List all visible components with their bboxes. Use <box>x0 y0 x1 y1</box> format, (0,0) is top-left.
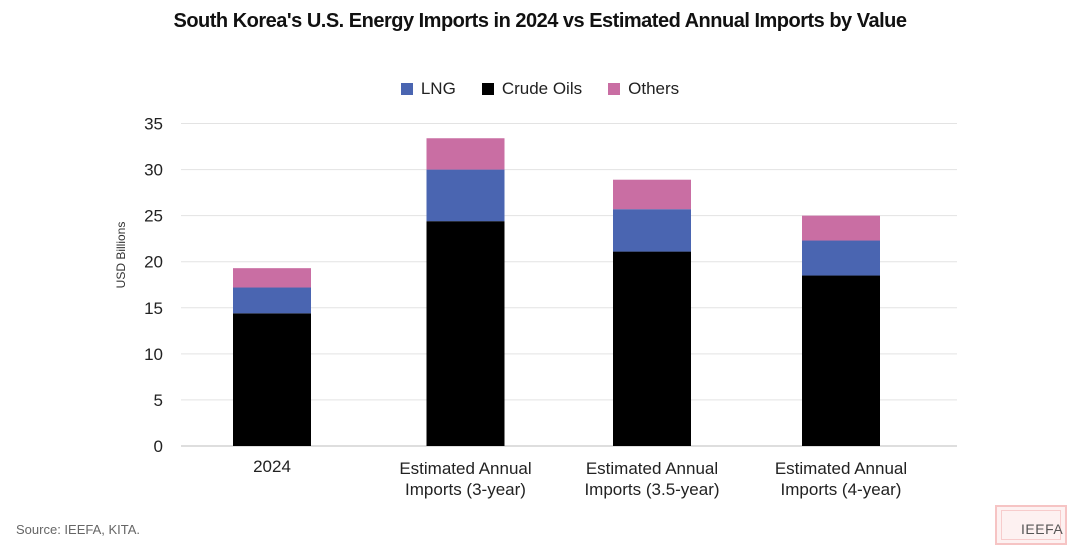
legend-item-crude-oils: Crude Oils <box>481 79 583 99</box>
bar-segment-crude-oils <box>233 313 311 446</box>
y-tick-label: 30 <box>144 161 163 180</box>
legend: LNG Crude Oils Others <box>0 79 1080 99</box>
bar-segment-crude-oils <box>426 221 505 446</box>
legend-swatch-crude-oils <box>481 83 494 95</box>
bar-segment-crude-oils <box>802 275 880 446</box>
legend-swatch-others <box>608 83 621 95</box>
bar-segment-others <box>802 215 880 241</box>
x-tick-label: Estimated Annual Imports (4-year) <box>775 459 907 499</box>
y-tick-label: 0 <box>154 437 163 456</box>
y-tick-label: 35 <box>144 115 163 134</box>
x-tick-label: Estimated Annual Imports (3-year) <box>399 459 531 499</box>
bar-segment-lng <box>613 209 691 252</box>
bars <box>233 138 880 446</box>
legend-label-lng: LNG <box>420 79 456 98</box>
watermark-stamp <box>995 505 1067 545</box>
y-tick-label: 5 <box>154 391 163 410</box>
source-note: Source: IEEFA, KITA. <box>16 522 141 537</box>
y-tick-label: 20 <box>144 253 163 272</box>
y-tick-label: 25 <box>144 207 163 226</box>
bar-segment-others <box>233 268 311 288</box>
y-axis-ticks: 0 5 10 15 20 25 30 35 <box>144 115 163 457</box>
legend-item-others: Others <box>608 79 679 99</box>
bar-segment-lng <box>233 287 311 314</box>
ieefa-logo: IEEFA <box>995 505 1075 547</box>
x-axis-labels: 2024 Estimated Annual Imports (3-year) Esti… <box>253 457 907 499</box>
logo-text: IEEFA <box>1021 521 1064 537</box>
legend-item-lng: LNG <box>400 79 456 99</box>
legend-swatch-lng <box>400 83 413 95</box>
y-tick-label: 15 <box>144 299 163 318</box>
x-tick-label: 2024 <box>253 457 291 476</box>
bar-segment-others <box>613 179 691 210</box>
y-tick-label: 10 <box>144 345 163 364</box>
bar-segment-lng <box>426 169 505 222</box>
bar-segment-others <box>426 138 505 170</box>
bar-segment-crude-oils <box>613 251 691 446</box>
legend-label-others: Others <box>628 79 680 98</box>
y-axis-label: USD Billions <box>114 222 128 289</box>
bar-segment-lng <box>802 240 880 276</box>
x-tick-label: Estimated Annual Imports (3.5-year) <box>584 459 719 499</box>
chart-title: South Korea's U.S. Energy Imports in 202… <box>173 10 907 32</box>
legend-label-crude-oils: Crude Oils <box>501 79 583 98</box>
